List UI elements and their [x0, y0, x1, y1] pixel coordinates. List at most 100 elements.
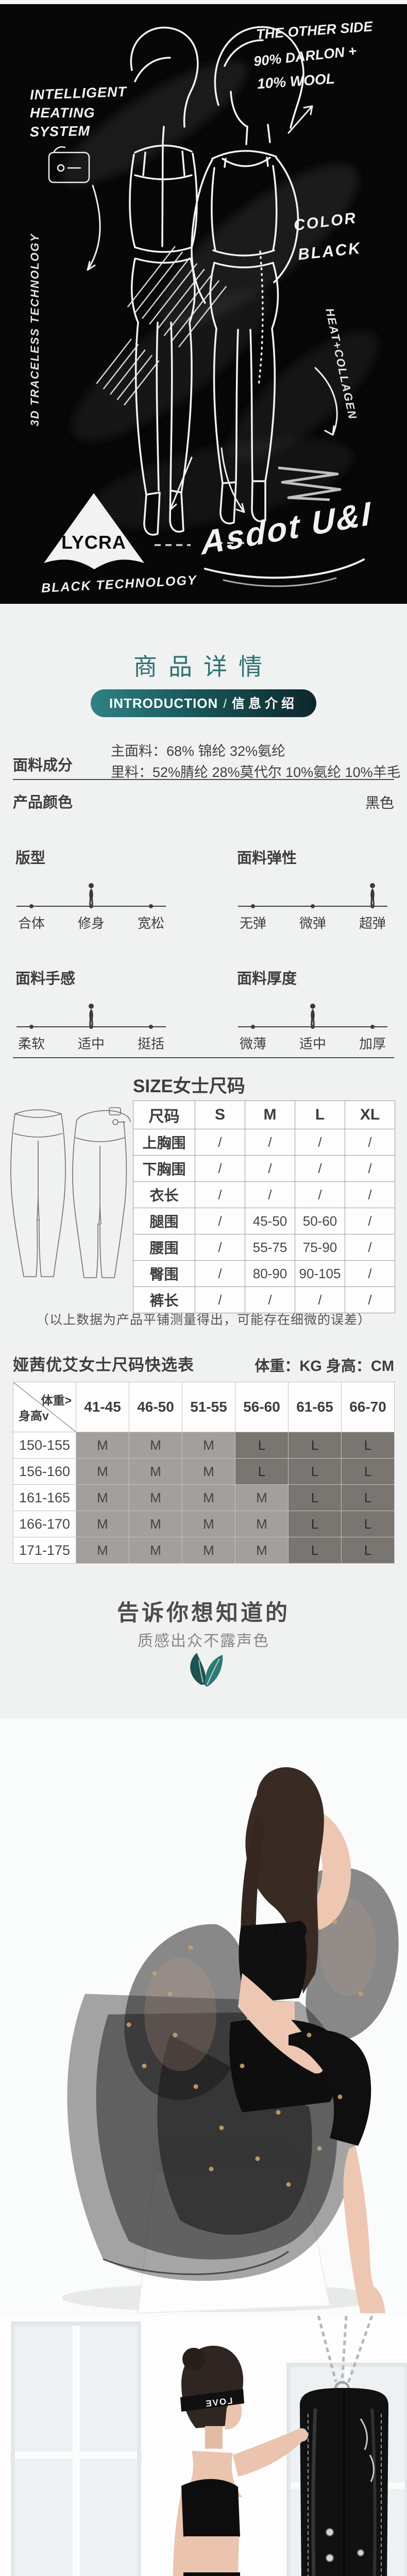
slider-dot	[311, 1025, 315, 1029]
raised-knee	[289, 2030, 371, 2146]
slider-title: 版型	[15, 850, 46, 867]
quick-table-row: 171-175 M M M M L L	[13, 1537, 395, 1564]
recommended-size-cell: M	[182, 1458, 235, 1485]
person-marker-icon	[87, 883, 96, 905]
size-cell: /	[245, 1181, 295, 1208]
recommended-size-cell: M	[76, 1432, 129, 1459]
headband	[180, 2389, 244, 2412]
signature-swoosh	[204, 558, 365, 587]
slider-option-label: 适中	[77, 1036, 105, 1052]
recommended-size-cell: L	[235, 1458, 289, 1485]
midriff	[184, 2536, 239, 2573]
slider-track: 无弹 微弹 超弹	[238, 883, 387, 931]
slider-option-label: 合体	[18, 916, 45, 931]
divider-line	[13, 1057, 394, 1058]
size-cell: /	[245, 1155, 295, 1182]
slider-dot	[149, 1025, 153, 1029]
size-cell: 80-90	[245, 1260, 295, 1287]
size-table-header-row: 尺码 S M L XL	[133, 1100, 395, 1129]
recommended-size-cell: L	[341, 1432, 395, 1459]
size-cell: /	[295, 1286, 345, 1313]
recommended-size-cell: M	[129, 1432, 182, 1459]
size-cell: /	[295, 1129, 345, 1156]
size-row-label: 臀围	[133, 1260, 195, 1287]
recommended-size-cell: M	[129, 1484, 182, 1511]
height-row-label: 150-155	[13, 1432, 76, 1459]
slider-dot	[29, 1025, 33, 1029]
weight-col-header: 51-55	[182, 1382, 235, 1432]
size-cell: /	[295, 1181, 345, 1208]
size-cell: /	[195, 1286, 245, 1313]
shin	[343, 2146, 382, 2313]
slider-option-label: 适中	[299, 1036, 326, 1052]
size-row-label: 腿围	[133, 1208, 195, 1234]
slider-title: 面料弹性	[237, 850, 297, 867]
lycra-logo: LYCRA	[44, 493, 144, 569]
lycra-logo-text: LYCRA	[61, 532, 126, 553]
size-table: 尺码 S M L XL 上胸围 / / / / 下胸围 / / / / 衣长 / / / / 腿围/45-50 50-60…	[133, 1100, 395, 1313]
slider-dot	[89, 904, 93, 908]
raised-arm	[233, 2428, 308, 2477]
size-cell: /	[345, 1181, 395, 1208]
recommended-size-cell: M	[76, 1511, 129, 1537]
spec-slider-1: 版型 合体 修身 宽松	[14, 846, 179, 934]
size-table-row: 臀围/80-90 90-105/	[133, 1260, 395, 1287]
quick-table-header-row: 体重> 身高v 41-45 46-50 51-55 56-60 61-65 66-70	[13, 1382, 395, 1432]
recommended-size-cell: M	[182, 1537, 235, 1564]
size-cell: 90-105	[295, 1260, 345, 1287]
recommended-size-cell: M	[129, 1458, 182, 1485]
size-cell: /	[295, 1155, 345, 1182]
slider-track: 柔软 适中 挺括	[16, 1004, 166, 1052]
slider-dot	[370, 904, 375, 908]
size-row-label: 衣长	[133, 1181, 195, 1208]
slider-dot	[89, 1025, 93, 1029]
size-row-label: 腰围	[133, 1234, 195, 1261]
size-cell: /	[345, 1260, 395, 1287]
size-cell: /	[195, 1129, 245, 1156]
person-marker-icon	[87, 1003, 96, 1026]
size-col-header: M	[245, 1100, 295, 1129]
product-color-label: 产品颜色	[13, 794, 73, 811]
recommended-size-cell: M	[235, 1537, 289, 1564]
bag-scuffs	[360, 2418, 375, 2482]
chains	[317, 2316, 374, 2383]
black-top	[239, 1922, 307, 2003]
size-cell: /	[345, 1286, 395, 1313]
size-table-row: 腿围/45-50 50-60/	[133, 1208, 395, 1234]
weight-col-header: 56-60	[235, 1382, 289, 1432]
slider-option-label: 挺括	[137, 1036, 164, 1052]
fabric-composition-label: 面料成分	[13, 757, 73, 774]
neck-bow	[274, 1920, 307, 1942]
size-col-header: XL	[345, 1100, 395, 1129]
size-table-row: 裤长 / / / /	[133, 1286, 395, 1313]
height-row-label: 166-170	[13, 1511, 76, 1537]
recommended-size-cell: L	[288, 1432, 342, 1459]
badge-en-text: INTRODUCTION	[109, 696, 218, 711]
size-cell: /	[195, 1181, 245, 1208]
person-marker-icon	[308, 1003, 317, 1026]
size-cell: /	[345, 1129, 395, 1156]
product-color-value: 黑色	[365, 795, 394, 811]
recommended-size-cell: M	[76, 1537, 129, 1564]
hero-feature-line1: INTELLIGENT	[29, 83, 127, 103]
recommended-size-cell: M	[76, 1484, 129, 1511]
recommended-size-cell: L	[235, 1432, 289, 1459]
hatch-strokes	[96, 246, 227, 406]
quick-table-corner-cell: 体重> 身高v	[13, 1382, 76, 1432]
badge-separator: /	[223, 697, 227, 711]
recommended-size-cell: M	[129, 1537, 182, 1564]
recommended-size-cell: L	[288, 1511, 342, 1537]
size-table-row: 上胸围 / / / /	[133, 1129, 395, 1156]
size-cell: /	[195, 1155, 245, 1182]
neck	[205, 2426, 223, 2449]
corner-weight-label: 体重>	[41, 1394, 72, 1407]
spec-slider-4: 面料厚度 微薄 适中 加厚	[236, 967, 401, 1054]
slider-option-label: 修身	[77, 916, 105, 931]
waistband	[183, 2572, 240, 2576]
recommended-size-cell: L	[341, 1537, 395, 1564]
slider-dot	[149, 904, 153, 908]
floor-scribbles	[155, 466, 342, 546]
raised-arm	[289, 1806, 351, 1930]
slider-title: 面料手感	[15, 971, 76, 987]
